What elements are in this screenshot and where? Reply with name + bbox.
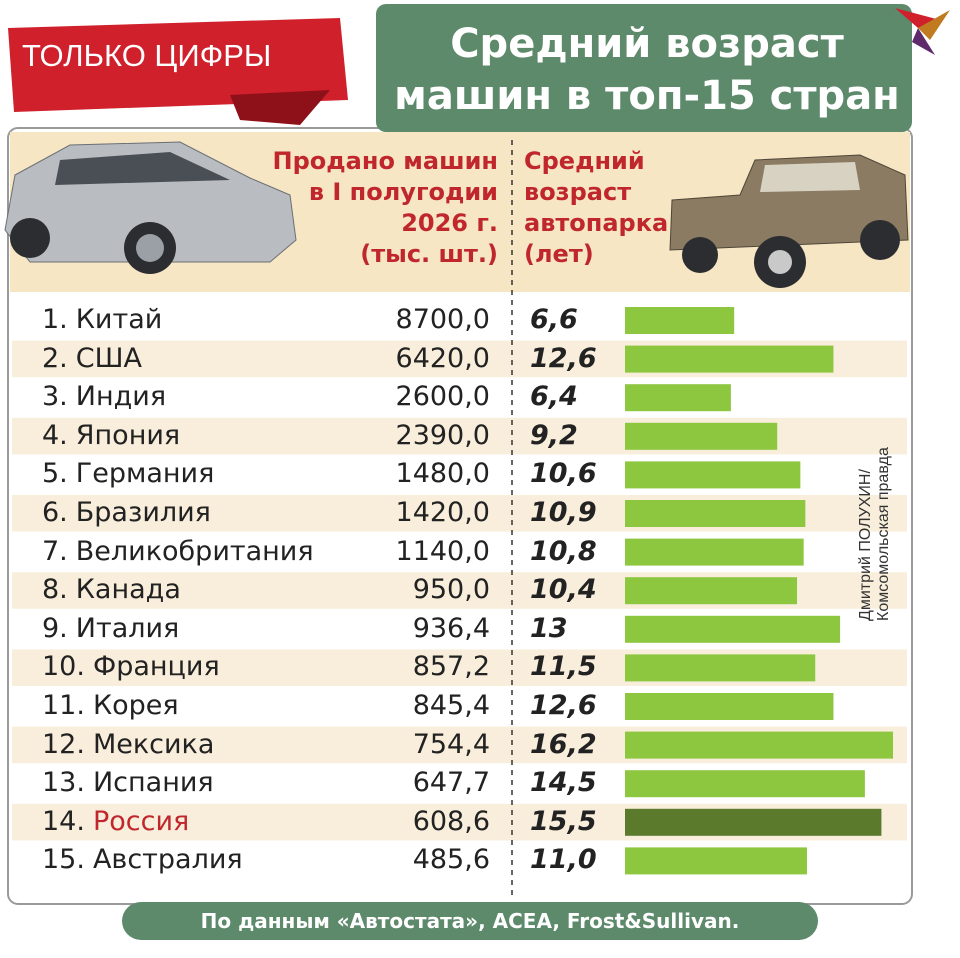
rank: 8.	[42, 574, 68, 606]
bar	[625, 500, 806, 527]
rank: 10.	[42, 651, 85, 683]
rank: 1.	[42, 304, 68, 335]
age-label: 15,5	[530, 805, 597, 837]
bar	[625, 577, 798, 605]
rank: 7.	[42, 535, 68, 567]
age-label: 6,6	[530, 304, 578, 335]
car-left	[4, 141, 297, 274]
tag: ТОЛЬКО ЦИФРЫ	[22, 38, 272, 73]
bar	[625, 693, 834, 720]
category-label: Испания	[92, 767, 214, 799]
value-label: 8700,0	[395, 304, 490, 335]
value-label: 608,6	[412, 805, 490, 837]
bar	[625, 422, 778, 450]
bar	[625, 307, 735, 334]
value-label: 1420,0	[395, 497, 490, 528]
bar	[625, 384, 731, 412]
age-label: 10,8	[530, 535, 597, 567]
category-label: Франция	[92, 651, 220, 683]
value-label: 485,6	[412, 844, 490, 876]
chart-title: Средний возраст машин в топ-15 стран	[394, 21, 900, 119]
rank: 6.	[42, 497, 68, 528]
age-label: 16,2	[530, 728, 597, 760]
category-label: Китай	[75, 304, 163, 335]
rank: 5.	[42, 458, 68, 490]
age-label: 10,6	[530, 458, 597, 490]
category-label: Великобритания	[75, 535, 314, 567]
category-label: Россия	[92, 805, 190, 837]
rank: 11.	[42, 690, 85, 721]
rank: 15.	[42, 844, 85, 876]
age-label: 9,2	[530, 419, 578, 451]
value-label: 1140,0	[395, 535, 490, 567]
bar	[625, 538, 804, 566]
bar	[625, 731, 893, 759]
category-label: США	[75, 342, 142, 374]
age-label: 12,6	[530, 690, 597, 721]
bar	[625, 770, 865, 798]
category-label: Мексика	[92, 728, 215, 760]
category-label: Индия	[75, 381, 167, 413]
age-label: 14,5	[530, 767, 597, 799]
category-label: Корея	[92, 690, 179, 721]
category-label: Германия	[75, 458, 215, 490]
rank: 2.	[42, 342, 68, 374]
value-label: 936,4	[412, 612, 490, 644]
value-label: 754,4	[412, 728, 490, 760]
title-box	[376, 4, 912, 132]
rank: 4.	[42, 419, 68, 451]
bar	[625, 615, 841, 643]
value-label: 2390,0	[395, 419, 490, 451]
bar	[625, 808, 882, 836]
value-label: 2600,0	[395, 381, 490, 413]
tag-ribbon	[8, 18, 348, 112]
value-label: 1480,0	[395, 458, 490, 490]
category-label: Италия	[75, 612, 180, 644]
tag-fold	[230, 90, 330, 125]
bar	[625, 847, 807, 875]
column-header: Продано машин в I полугодии 2026 г. (тыс…	[272, 147, 498, 268]
age-label: 10,4	[530, 574, 597, 606]
category-label: Япония	[75, 419, 181, 451]
car-right	[669, 154, 909, 288]
rank: 13.	[42, 767, 85, 799]
age-label: 11,0	[530, 844, 597, 876]
rank: 12.	[42, 728, 85, 760]
bar	[625, 345, 834, 373]
category-label: Австралия	[92, 844, 243, 876]
rank: 9.	[42, 612, 68, 644]
value-label: 857,2	[412, 651, 490, 683]
age-label: 6,4	[530, 381, 578, 413]
source: По данным «Автостата», ACEA, Frost&Sulli…	[200, 909, 740, 933]
category-label: Канада	[75, 574, 181, 606]
credit: Дмитрий ПОЛУХИН/ Комсомольская правда	[857, 447, 892, 621]
bar	[625, 654, 816, 682]
source-pill	[122, 902, 818, 940]
age-label: 12,6	[530, 342, 597, 374]
logo	[895, 8, 950, 55]
column-header: Средний возраст автопарка (лет)	[524, 147, 669, 268]
category-label: Бразилия	[75, 497, 211, 528]
value-label: 950,0	[412, 574, 490, 606]
value-label: 845,4	[412, 690, 490, 721]
rank: 14.	[42, 805, 85, 837]
age-label: 10,9	[530, 497, 597, 528]
bar	[625, 461, 801, 489]
rank: 3.	[42, 381, 68, 413]
value-label: 6420,0	[395, 342, 490, 374]
age-label: 13	[530, 612, 568, 644]
age-label: 11,5	[530, 651, 597, 683]
value-label: 647,7	[412, 767, 490, 799]
